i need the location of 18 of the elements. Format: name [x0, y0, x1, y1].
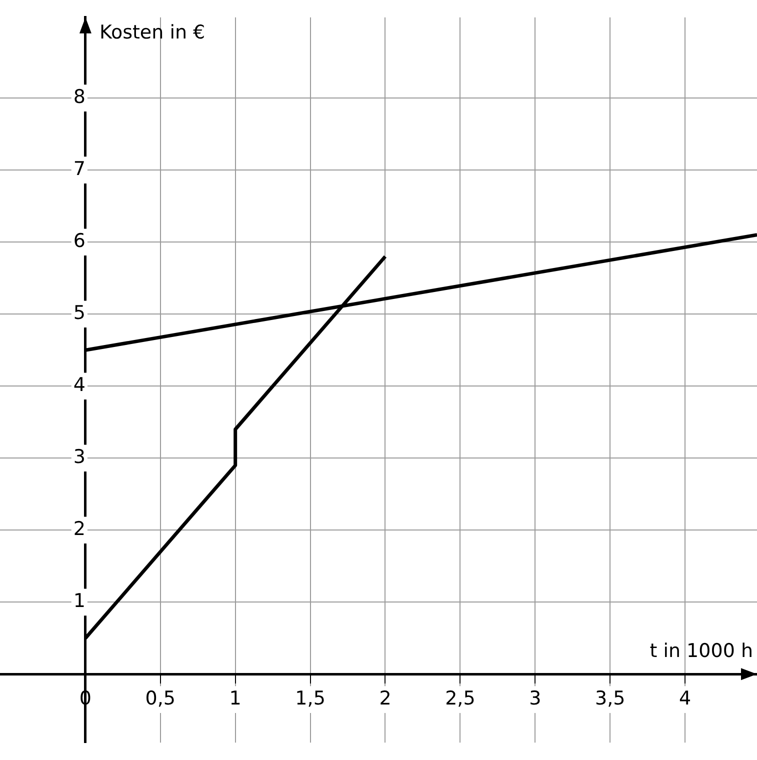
- x-tick-label: 1: [229, 688, 242, 710]
- y-axis-title: Kosten in €: [99, 21, 206, 44]
- y-tick-label: 8: [73, 86, 86, 108]
- y-tick-label: 3: [73, 446, 86, 468]
- x-tick-label: 3,5: [594, 688, 626, 710]
- y-tick-label: 2: [73, 518, 86, 540]
- y-tick-label: 7: [73, 158, 86, 180]
- x-tick-label: 2: [379, 688, 392, 710]
- y-tick-label: 6: [73, 230, 86, 252]
- y-tick-label: 1: [73, 590, 86, 612]
- x-tick-label: 2,5: [445, 688, 476, 710]
- y-tick-label: 5: [73, 302, 86, 324]
- x-tick-label: 0,5: [145, 688, 176, 710]
- x-axis-title: t in 1000 h: [650, 640, 753, 662]
- y-tick-label: 4: [73, 374, 86, 396]
- x-tick-label: 3: [529, 688, 542, 710]
- x-tick-label: 4: [679, 688, 692, 710]
- x-tick-label: 1,5: [295, 688, 326, 710]
